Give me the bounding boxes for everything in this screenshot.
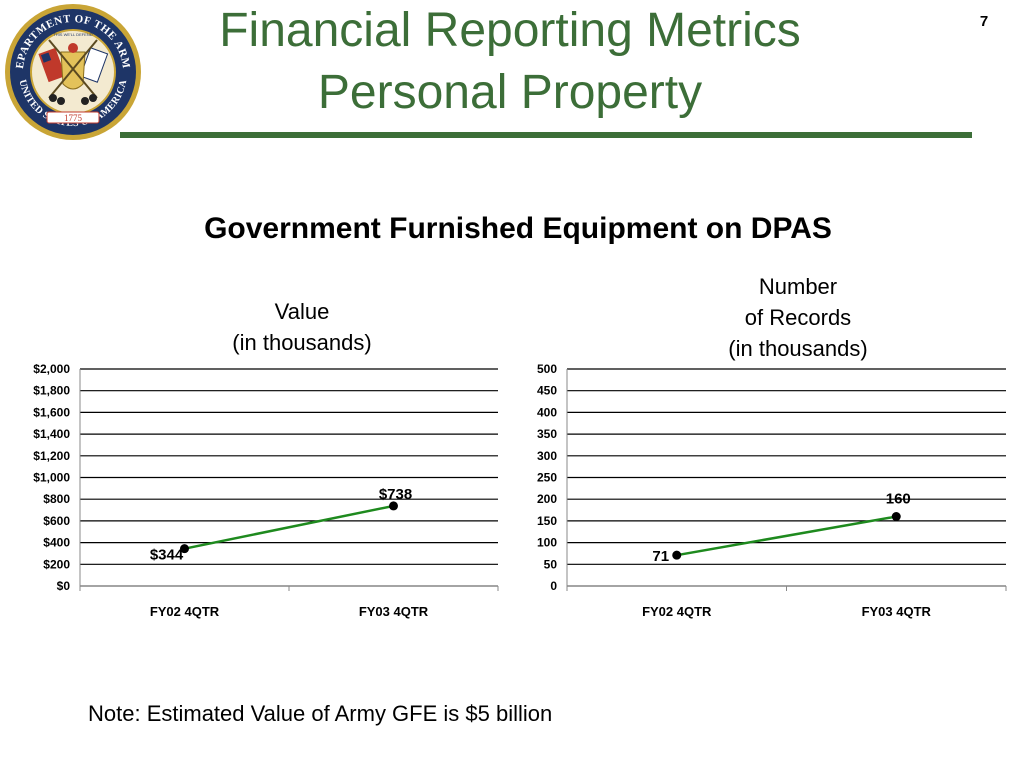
page-title-line-2: Personal Property bbox=[317, 66, 703, 119]
records-y-tick-label: 400 bbox=[537, 405, 557, 419]
records-y-tick-label: 50 bbox=[544, 557, 558, 571]
value-y-tick-label: $0 bbox=[57, 579, 71, 593]
slide-number: 7 bbox=[979, 13, 989, 30]
value-y-tick-label: $400 bbox=[43, 536, 70, 550]
records-chart-title-line: Number bbox=[758, 274, 838, 299]
value-y-tick-label: $600 bbox=[43, 514, 70, 528]
records-y-tick-label: 0 bbox=[550, 579, 557, 593]
records-category-label: FY03 4QTR bbox=[862, 604, 932, 619]
value-y-tick-label: $800 bbox=[43, 492, 70, 506]
records-chart-title-line: (in thousands) bbox=[728, 336, 868, 361]
value-chart-title-line: (in thousands) bbox=[232, 330, 372, 355]
value-data-point bbox=[180, 544, 189, 554]
records-y-tick-label: 500 bbox=[537, 362, 557, 376]
value-data-label: $344 bbox=[150, 547, 184, 564]
footnote: Note: Estimated Value of Army GFE is $5 … bbox=[88, 701, 553, 726]
value-y-tick-label: $2,000 bbox=[33, 362, 70, 376]
value-y-tick-label: $1,200 bbox=[33, 449, 70, 463]
value-y-tick-label: $1,600 bbox=[33, 405, 70, 419]
records-data-label: 71 bbox=[652, 548, 669, 565]
records-y-tick-label: 150 bbox=[537, 514, 557, 528]
value-series-line bbox=[184, 504, 394, 550]
records-y-tick-label: 300 bbox=[537, 449, 557, 463]
page-title-line-1: Financial Reporting Metrics bbox=[219, 4, 801, 57]
records-y-tick-label: 100 bbox=[537, 536, 557, 550]
records-chart-title: Number of Records (in thousands) bbox=[648, 271, 948, 364]
value-y-tick-label: $200 bbox=[43, 557, 70, 571]
records-data-point bbox=[672, 550, 682, 560]
value-y-tick-label: $1,000 bbox=[33, 471, 70, 485]
records-y-tick-label: 350 bbox=[537, 427, 557, 441]
value-y-tick-label: $1,400 bbox=[33, 427, 70, 441]
title-divider bbox=[120, 132, 972, 138]
records-category-label: FY02 4QTR bbox=[642, 604, 712, 619]
section-heading: Government Furnished Equipment on DPAS bbox=[204, 212, 832, 245]
value-category-label: FY03 4QTR bbox=[359, 604, 429, 619]
value-data-label: $738 bbox=[379, 486, 412, 503]
records-y-tick-label: 250 bbox=[537, 471, 557, 485]
records-y-tick-label: 450 bbox=[537, 384, 557, 398]
records-chart-title-line: of Records bbox=[744, 305, 852, 330]
army-seal-logo: DEPARTMENT OF THE ARMY UNITED STATES OF … bbox=[3, 2, 141, 140]
seal-banner-text: THIS WE'LL DEFEND bbox=[53, 32, 92, 37]
records-series-line bbox=[676, 515, 897, 557]
records-data-label: 160 bbox=[886, 491, 911, 508]
value-category-label: FY02 4QTR bbox=[150, 604, 220, 619]
value-y-tick-label: $1,800 bbox=[33, 384, 70, 398]
value-chart-title-line: Value bbox=[274, 299, 330, 324]
records-y-tick-label: 200 bbox=[537, 492, 557, 506]
value-data-point bbox=[389, 501, 398, 511]
value-chart-title: Value (in thousands) bbox=[152, 296, 452, 358]
seal-year: 1775 bbox=[64, 113, 83, 123]
records-data-point bbox=[891, 512, 901, 522]
